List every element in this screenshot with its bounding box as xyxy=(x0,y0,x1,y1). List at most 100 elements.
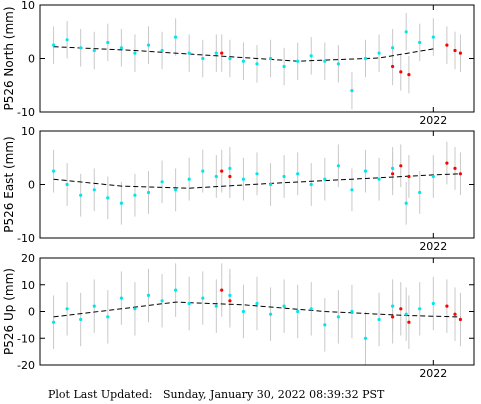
final-data-point xyxy=(52,320,56,324)
rapid-data-point xyxy=(453,48,457,53)
final-data-point xyxy=(296,59,300,63)
y-axis-label: P526 Up (mm) xyxy=(2,268,16,355)
final-data-point xyxy=(106,40,110,45)
rapid-data-point xyxy=(220,169,224,173)
final-data-point xyxy=(350,188,354,192)
final-data-point xyxy=(52,43,56,47)
final-data-point xyxy=(201,296,205,300)
final-data-point xyxy=(92,48,96,53)
final-data-point xyxy=(269,312,273,316)
final-data-point xyxy=(214,174,218,179)
final-data-point xyxy=(119,296,123,300)
final-data-point xyxy=(296,172,300,176)
final-data-point xyxy=(323,177,327,181)
final-data-point xyxy=(241,59,245,63)
rapid-data-point xyxy=(399,70,403,74)
final-data-point xyxy=(336,164,340,168)
y-tick-label: 10 xyxy=(21,125,35,138)
final-data-point xyxy=(106,196,110,200)
chart-panel-2: -10 0 10 2022 P526 East (mm) xyxy=(2,125,475,253)
trend-line xyxy=(53,46,434,62)
final-series xyxy=(52,30,435,93)
final-data-point xyxy=(65,38,69,42)
final-series xyxy=(52,164,435,205)
error-bars xyxy=(53,263,461,365)
y-tick-label: -10 xyxy=(17,332,35,345)
y-tick-label: -10 xyxy=(17,232,35,245)
rapid-data-point xyxy=(220,51,224,55)
final-data-point xyxy=(350,89,354,93)
final-data-point xyxy=(391,304,395,308)
final-data-point xyxy=(418,307,422,311)
y-tick-label: -20 xyxy=(17,359,35,372)
final-data-point xyxy=(106,315,110,319)
chart-panel-1: -10 0 10 2022 P526 North (mm) xyxy=(2,0,475,127)
final-data-point xyxy=(336,62,340,66)
final-data-point xyxy=(201,56,205,61)
final-data-point xyxy=(309,54,313,58)
rapid-data-point xyxy=(458,317,462,322)
final-data-point xyxy=(214,304,218,308)
final-data-point xyxy=(377,317,381,322)
final-data-point xyxy=(282,304,286,308)
final-data-point xyxy=(282,64,286,69)
final-data-point xyxy=(255,62,259,66)
final-series xyxy=(52,288,435,340)
plot-updated-footer: Plot Last Updated: Sunday, January 30, 2… xyxy=(48,388,384,401)
final-data-point xyxy=(363,336,368,340)
rapid-series xyxy=(220,43,462,77)
y-axis-label: P526 North (mm) xyxy=(2,6,16,110)
x-tick-label: 2022 xyxy=(419,240,447,253)
rapid-data-point xyxy=(407,174,411,179)
x-tick-label: 2022 xyxy=(419,367,447,380)
rapid-data-point xyxy=(445,161,449,165)
final-data-point xyxy=(92,304,96,308)
rapid-data-point xyxy=(391,64,395,69)
rapid-data-point xyxy=(399,307,403,311)
final-data-point xyxy=(241,309,245,314)
final-data-point xyxy=(174,188,178,192)
final-data-point xyxy=(228,166,232,170)
final-data-point xyxy=(377,177,381,181)
y-tick-label: 20 xyxy=(21,252,35,265)
final-data-point xyxy=(309,307,313,311)
rapid-data-point xyxy=(228,299,232,303)
final-data-point xyxy=(363,56,368,61)
final-data-point xyxy=(336,315,340,319)
footer-label: Plot Last Updated: xyxy=(48,388,153,401)
error-bars xyxy=(53,141,461,225)
final-data-point xyxy=(79,193,83,197)
final-data-point xyxy=(146,43,151,47)
final-data-point xyxy=(187,177,191,181)
final-data-point xyxy=(160,48,164,53)
final-data-point xyxy=(431,301,435,306)
rapid-data-point xyxy=(407,73,411,77)
final-data-point xyxy=(296,309,300,314)
final-data-point xyxy=(160,180,164,184)
final-data-point xyxy=(133,193,137,197)
final-data-point xyxy=(174,35,178,39)
error-bars xyxy=(53,13,461,110)
y-tick-label: 10 xyxy=(21,0,35,12)
chart-panel-3: -20 -10 0 10 20 2022 P526 Up (mm) xyxy=(2,252,475,380)
final-data-point xyxy=(391,166,395,170)
final-data-point xyxy=(133,307,137,311)
final-data-point xyxy=(214,51,218,55)
rapid-data-point xyxy=(391,172,395,176)
final-data-point xyxy=(79,46,83,50)
rapid-data-point xyxy=(458,172,462,176)
y-tick-label: 0 xyxy=(28,53,35,66)
final-data-point xyxy=(133,51,137,55)
final-data-point xyxy=(363,169,368,173)
y-tick-label: 0 xyxy=(28,179,35,192)
rapid-data-point xyxy=(445,304,449,308)
final-data-point xyxy=(404,30,408,34)
final-data-point xyxy=(228,293,232,297)
y-tick-label: -10 xyxy=(17,106,35,119)
final-data-point xyxy=(255,301,259,306)
rapid-data-point xyxy=(399,164,403,168)
final-data-point xyxy=(160,299,164,303)
final-data-point xyxy=(404,312,408,316)
final-data-point xyxy=(431,35,435,39)
